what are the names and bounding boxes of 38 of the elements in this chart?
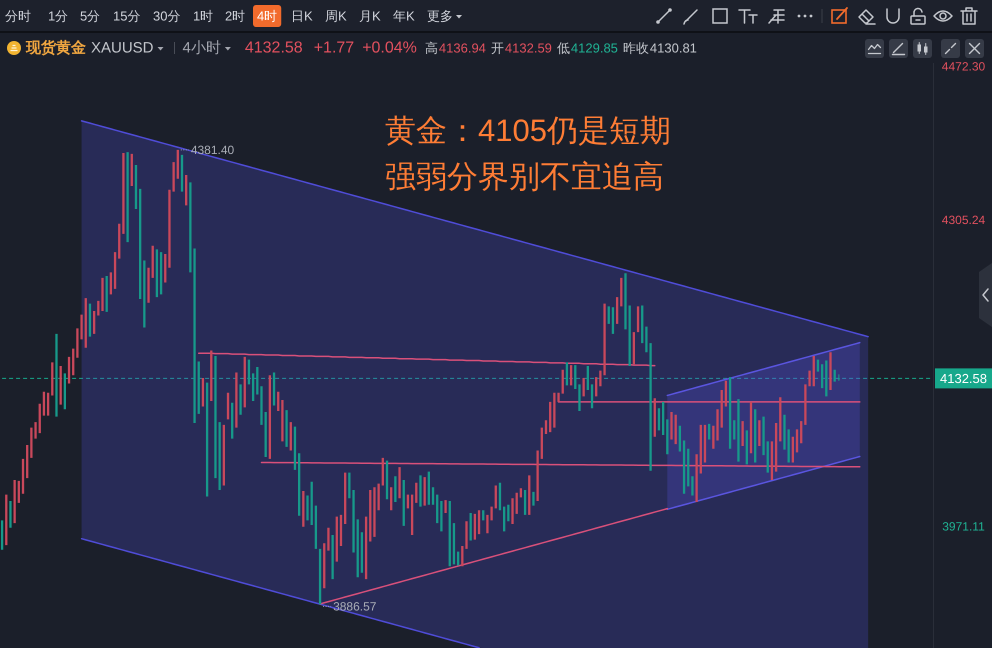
text: 30分 [153,8,180,24]
text: +1.77 [314,40,354,56]
text: +0.04% [362,40,417,56]
line-series [80,538,480,648]
text: 黄金：4105仍是短期强弱分界别不宜追高 [385,112,672,196]
text: 1时 [193,8,214,24]
text: 日K [291,8,313,24]
annotation: 3886.57 [333,599,377,614]
text: 15分 [113,8,140,24]
line-series [666,456,861,510]
text: 4小时 [182,40,221,56]
y-tick-label: 3971.11 [942,520,986,534]
text: 5分 [80,8,100,24]
text: 开 [490,40,504,56]
text: 分时 [5,8,31,24]
text: 4时 [257,8,278,24]
text: 4132.58 [244,40,303,56]
text: 现货黄金 [25,40,86,56]
y-tick-label: 4472.30 [942,59,986,74]
text: 低 [556,40,570,56]
text: 周K [325,8,347,24]
text: 4130.81 [650,40,697,56]
y-tick-label: 4305.24 [942,212,986,227]
text: 昨收 [622,40,649,56]
text: 月K [359,8,381,24]
text: 2时 [225,8,246,24]
text: 更多 [427,8,453,24]
text: 4136.94 [438,40,486,56]
text: XAUUSD [91,40,154,56]
line-series [198,352,656,366]
text: 年K [393,8,415,24]
annotation: 4381.40 [190,142,235,157]
text: 4129.85 [570,40,618,56]
text: 高 [424,40,438,56]
text: 4132.59 [504,40,552,56]
line-series [666,342,861,396]
text: 4132.58 [940,370,987,386]
text: 1分 [48,8,68,24]
